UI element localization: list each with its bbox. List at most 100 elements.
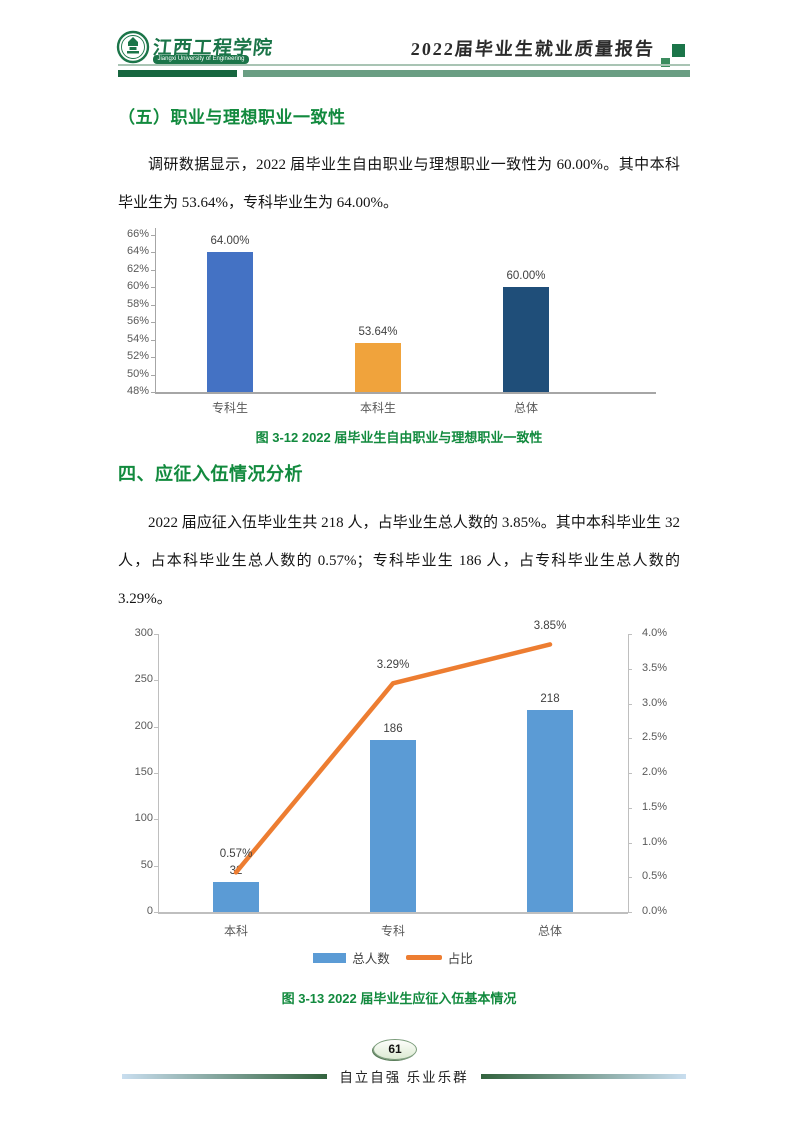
right-tick-label: 2.0% — [642, 766, 668, 778]
x-category-label: 专科 — [380, 924, 405, 938]
bar-value-label: 186 — [383, 722, 403, 735]
right-tick-mark — [628, 634, 632, 635]
y-tick-mark — [151, 287, 155, 289]
bar-value-label: 64.00% — [210, 235, 250, 248]
y-tick-mark — [151, 235, 155, 236]
y-tick-mark — [151, 322, 155, 324]
header-bar-light — [243, 70, 690, 77]
x-axis-line — [155, 392, 656, 394]
line-value-label: 0.57% — [219, 848, 253, 861]
bar-0 — [213, 882, 259, 912]
left-tick-label: 100 — [134, 812, 153, 825]
left-tick-mark — [154, 819, 158, 821]
x-category-label: 总体 — [537, 924, 562, 938]
y-tick-label: 54% — [126, 332, 149, 345]
career-paragraph: 调研数据显示，2022 届毕业生自由职业与理想职业一致性为 60.00%。其中本… — [118, 157, 680, 211]
right-tick-mark — [628, 703, 632, 705]
bar-value-label: 60.00% — [506, 270, 546, 283]
bar-value-label: 218 — [540, 692, 560, 705]
legend-line-label: 占比 — [447, 952, 473, 966]
y-tick-mark — [151, 392, 155, 393]
military-enlistment-combo-chart: 0 50 100 150 200 250 300 0.0% 0.5% 1.0% 1.5% 2.0% 2.… — [130, 618, 670, 973]
decor-square-large — [672, 44, 685, 57]
military-paragraph: 2022 届应征入伍毕业生共 218 人，占毕业生总人数的 3.85%。其中本科… — [118, 515, 680, 607]
left-tick-label: 0 — [146, 905, 153, 917]
header-rule-thin — [118, 64, 690, 66]
line-value-label: 3.29% — [376, 659, 410, 672]
y-tick-mark — [151, 357, 155, 359]
page-number-badge: 61 — [373, 1039, 417, 1060]
y-tick-mark — [151, 269, 155, 271]
right-tick-label: 3.5% — [642, 661, 668, 674]
y-tick-mark — [151, 304, 155, 306]
bar-value-label: 53.64% — [358, 325, 398, 338]
right-tick-mark — [628, 912, 632, 913]
university-name-en: Jiangxi University of Engineering — [153, 55, 249, 64]
right-tick-mark — [628, 773, 632, 774]
right-tick-mark — [628, 842, 632, 844]
left-tick-mark — [154, 773, 158, 774]
footer: 自立自强 乐业乐群 — [118, 1068, 690, 1085]
career-consistency-bar-chart: 48% 50% 52% 54% 56% 58% 60% 62% 64% 66% 64.00% 专科生 5… — [118, 222, 680, 422]
left-tick-label: 300 — [134, 627, 153, 639]
university-seal-icon — [116, 30, 150, 64]
left-tick-mark — [154, 912, 158, 913]
y-tick-label: 58% — [126, 297, 149, 310]
right-tick-mark — [628, 668, 632, 670]
bar-1 — [370, 739, 416, 912]
header-bar-dark — [118, 70, 237, 77]
right-tick-label: 3.0% — [642, 696, 668, 709]
figure-13-caption: 图 3-13 2022 届毕业生应征入伍基本情况 — [281, 991, 517, 1006]
section-heading-career: （五）职业与理想职业一致性 — [118, 108, 346, 127]
right-axis-line — [628, 634, 629, 912]
x-category-label: 本科生 — [359, 401, 396, 415]
left-tick-mark — [154, 680, 158, 682]
left-tick-mark — [154, 865, 158, 867]
left-tick-mark — [154, 634, 158, 635]
x-category-label: 总体 — [513, 401, 538, 415]
y-tick-mark — [151, 339, 155, 341]
y-tick-label: 52% — [126, 350, 149, 363]
x-axis-line — [158, 912, 628, 914]
y-tick-mark — [151, 374, 155, 376]
footer-motto: 自立自强 乐业乐群 — [339, 1070, 469, 1085]
legend-bar-label: 总人数 — [352, 952, 390, 966]
y-tick-label: 50% — [126, 367, 149, 380]
y-tick-mark — [151, 252, 155, 254]
left-tick-mark — [154, 726, 158, 728]
left-axis-line — [158, 634, 159, 912]
left-tick-label: 250 — [134, 673, 153, 686]
bar-2 — [527, 709, 573, 912]
right-tick-label: 4.0% — [642, 627, 668, 639]
right-tick-label: 1.0% — [642, 835, 668, 848]
right-tick-mark — [628, 738, 632, 740]
y-tick-label: 64% — [126, 245, 149, 258]
right-tick-label: 0.5% — [642, 870, 668, 883]
y-tick-label: 62% — [126, 262, 149, 275]
right-tick-mark — [628, 877, 632, 879]
y-tick-label: 60% — [126, 280, 149, 293]
right-tick-label: 1.5% — [642, 800, 668, 813]
y-tick-label: 48% — [126, 385, 149, 397]
left-tick-label: 50 — [140, 858, 153, 871]
legend-item-line: 占比 — [405, 948, 473, 967]
right-tick-label: 2.5% — [642, 731, 668, 744]
y-tick-label: 66% — [126, 228, 149, 240]
bar-0 — [207, 252, 253, 392]
bar-2 — [503, 287, 549, 392]
left-tick-label: 150 — [134, 766, 153, 778]
legend-line-swatch — [405, 955, 442, 960]
report-title: 2022届毕业生就业质量报告 — [410, 39, 656, 59]
y-tick-label: 56% — [126, 315, 149, 328]
footer-rule-right — [480, 1073, 686, 1079]
chart-legend: 总人数 占比 — [158, 948, 628, 967]
right-tick-mark — [628, 807, 632, 809]
footer-rule-left — [122, 1073, 328, 1079]
bar-1 — [355, 342, 401, 392]
legend-item-bar: 总人数 — [313, 948, 390, 967]
x-category-label: 本科 — [223, 924, 248, 938]
x-category-label: 专科生 — [211, 401, 248, 415]
section-heading-military: 四、应征入伍情况分析 — [118, 464, 303, 484]
decor-square-small — [661, 58, 670, 67]
